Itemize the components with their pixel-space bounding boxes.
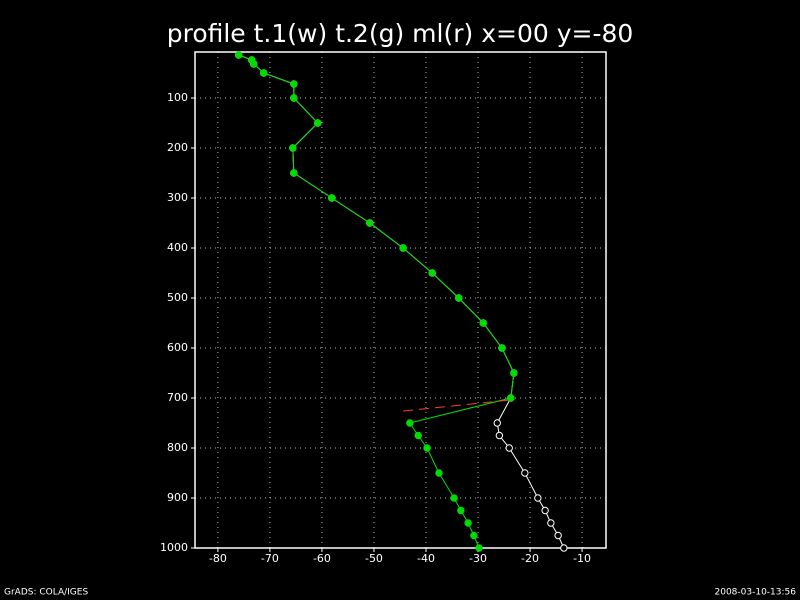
profile-marker <box>479 319 487 327</box>
profile-marker <box>290 169 298 177</box>
profile-marker <box>510 369 518 377</box>
profile-marker <box>366 219 374 227</box>
profile-marker <box>314 119 322 127</box>
x-tick-label: -10 <box>573 552 591 565</box>
x-tick-label: -20 <box>521 552 539 565</box>
profile-line <box>403 399 511 412</box>
y-tick-label: 800 <box>167 441 188 454</box>
profile-marker <box>414 431 422 440</box>
y-tick-label: 300 <box>167 191 188 204</box>
profile-marker <box>235 51 243 59</box>
y-tick-label: 1000 <box>160 541 188 554</box>
y-tick-label: 900 <box>167 491 188 504</box>
profile-marker <box>495 431 504 440</box>
chart-title: profile t.1(w) t.2(g) ml(r) x=00 y=-80 <box>167 19 634 48</box>
profile-marker <box>250 60 258 68</box>
profile-marker <box>450 494 458 502</box>
footer-right: 2008-03-10-13:56 <box>715 588 797 598</box>
y-tick-label: 200 <box>167 141 188 154</box>
y-tick-label: 400 <box>167 241 188 254</box>
profile-marker <box>507 394 515 402</box>
plot-frame <box>194 51 607 549</box>
profile-marker <box>464 519 472 527</box>
profile-marker <box>455 294 463 302</box>
x-tick-label: -60 <box>313 552 331 565</box>
profile-marker <box>259 69 268 77</box>
profile-marker <box>423 444 431 452</box>
profile-marker <box>435 469 443 477</box>
footer-left: GrADS: COLA/IGES <box>4 588 88 598</box>
x-tick-label: -70 <box>261 552 279 565</box>
profile-marker <box>505 444 513 452</box>
profile-marker <box>521 469 529 477</box>
profile-marker <box>290 94 298 102</box>
profile-marker <box>534 494 542 502</box>
profile-marker <box>554 531 562 540</box>
profile-marker <box>493 419 501 427</box>
profile-marker <box>470 531 478 540</box>
profile-marker <box>289 144 297 152</box>
x-tick-label: -30 <box>469 552 487 565</box>
x-tick-label: -40 <box>417 552 435 565</box>
profile-marker <box>560 544 568 552</box>
y-tick-label: 100 <box>167 91 188 104</box>
x-tick-label: -50 <box>365 552 383 565</box>
profile-marker <box>406 419 414 427</box>
profile-marker <box>498 344 506 352</box>
y-tick-label: 500 <box>167 291 188 304</box>
profile-marker <box>290 80 298 88</box>
y-tick-label: 600 <box>167 341 188 354</box>
profile-marker <box>399 244 407 252</box>
profile-marker <box>428 269 436 277</box>
profile-marker <box>541 506 549 515</box>
profile-marker <box>547 519 555 527</box>
profile-marker <box>475 544 483 552</box>
x-tick-label: -80 <box>209 552 227 565</box>
profile-marker <box>328 194 336 202</box>
profile-marker <box>457 506 465 515</box>
y-tick-label: 700 <box>167 391 188 404</box>
